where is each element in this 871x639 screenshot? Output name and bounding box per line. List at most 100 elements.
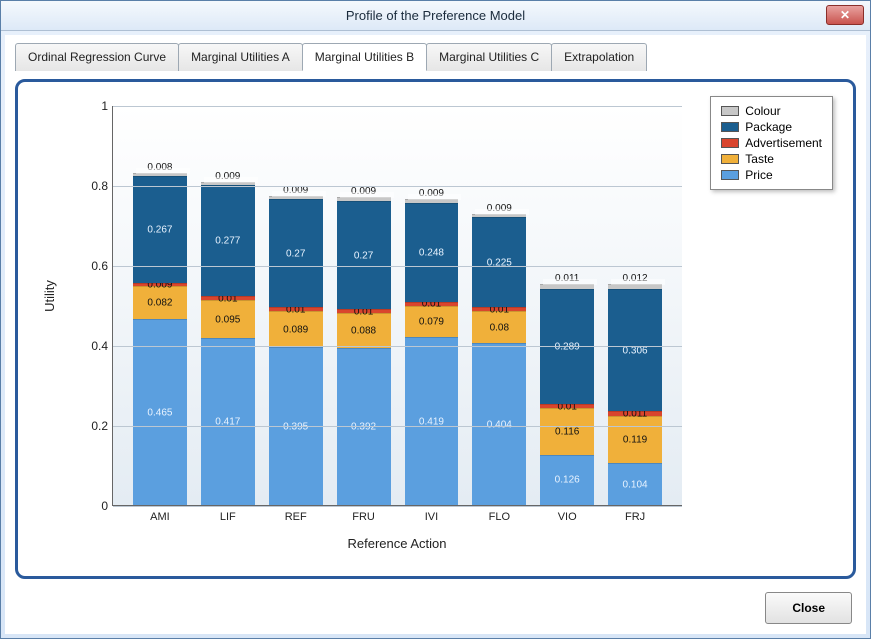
- legend-item: Advertisement: [721, 135, 822, 151]
- segment-value-label: 0.248: [419, 247, 444, 258]
- bar: 0.4170.0950.010.2770.009LIF: [201, 182, 255, 505]
- segment-value-label: 0.089: [283, 324, 308, 335]
- x-tick-label: REF: [285, 511, 307, 523]
- segment-value-label: 0.126: [555, 475, 580, 486]
- tab-extrapolation[interactable]: Extrapolation: [551, 43, 647, 71]
- bar-segment-advertisement: 0.01: [337, 309, 391, 313]
- segment-value-label: 0.404: [487, 419, 512, 430]
- bar-segment-package: 0.225: [472, 217, 526, 307]
- bar-segment-colour: 0.009: [337, 197, 391, 201]
- grid-line: [113, 106, 682, 107]
- bar-segment-advertisement: 0.01: [472, 307, 526, 311]
- x-tick-label: FRU: [352, 511, 375, 523]
- y-tick-label: 0.8: [78, 179, 108, 193]
- bar: 0.4190.0790.010.2480.009IVI: [405, 199, 459, 505]
- x-tick-label: FLO: [489, 511, 510, 523]
- y-tick-label: 0.6: [78, 259, 108, 273]
- bar-segment-taste: 0.088: [337, 313, 391, 348]
- bar-segment-price: 0.404: [472, 343, 526, 505]
- tab-ordinal-regression-curve[interactable]: Ordinal Regression Curve: [15, 43, 179, 71]
- x-tick-label: AMI: [150, 511, 170, 523]
- close-button[interactable]: Close: [765, 592, 852, 624]
- bar-segment-package: 0.248: [405, 203, 459, 302]
- bar-3d-top: [204, 177, 258, 183]
- bars-container: 0.4650.0820.0090.2670.008AMI0.4170.0950.…: [113, 106, 682, 505]
- bar-segment-taste: 0.089: [269, 311, 323, 347]
- bar-segment-colour: 0.011: [540, 284, 594, 288]
- tab-marginal-utilities-a[interactable]: Marginal Utilities A: [178, 43, 303, 71]
- legend-swatch-icon: [721, 106, 739, 116]
- bar-3d-top: [408, 194, 462, 200]
- y-tick-label: 1: [78, 99, 108, 113]
- bar-segment-advertisement: 0.01: [405, 302, 459, 306]
- plot-area: 0.4650.0820.0090.2670.008AMI0.4170.0950.…: [112, 106, 682, 506]
- bar-segment-taste: 0.08: [472, 311, 526, 343]
- bar: 0.3950.0890.010.270.009REF: [269, 196, 323, 505]
- legend-label: Colour: [745, 103, 780, 119]
- x-axis-label: Reference Action: [112, 536, 682, 551]
- legend-item: Colour: [721, 103, 822, 119]
- window-title: Profile of the Preference Model: [346, 8, 525, 23]
- legend: ColourPackageAdvertisementTastePrice: [710, 96, 833, 190]
- legend-swatch-icon: [721, 122, 739, 132]
- bar-segment-colour: 0.008: [133, 173, 187, 176]
- bar-segment-price: 0.417: [201, 338, 255, 505]
- bar-segment-package: 0.27: [269, 199, 323, 307]
- grid-line: [113, 266, 682, 267]
- y-tick-label: 0.2: [78, 419, 108, 433]
- legend-label: Taste: [745, 151, 774, 167]
- bar: 0.4040.080.010.2250.009FLO: [472, 214, 526, 505]
- bar-segment-advertisement: 0.01: [269, 307, 323, 311]
- legend-swatch-icon: [721, 170, 739, 180]
- grid-line: [113, 506, 682, 507]
- bar-segment-taste: 0.082: [133, 286, 187, 319]
- segment-value-label: 0.08: [490, 322, 509, 333]
- legend-label: Advertisement: [745, 135, 822, 151]
- y-tick-label: 0.4: [78, 339, 108, 353]
- bar-segment-package: 0.27: [337, 201, 391, 309]
- bar-3d-top: [611, 279, 665, 285]
- bar-segment-price: 0.104: [608, 463, 662, 505]
- bar-segment-price: 0.126: [540, 455, 594, 505]
- grid-line: [113, 346, 682, 347]
- tab-marginal-utilities-c[interactable]: Marginal Utilities C: [426, 43, 552, 71]
- bar-segment-price: 0.419: [405, 337, 459, 505]
- bar: 0.1040.1190.0110.3060.012FRJ: [608, 284, 662, 505]
- bar-segment-taste: 0.116: [540, 408, 594, 454]
- bar-3d-top: [475, 209, 529, 215]
- bar-segment-taste: 0.079: [405, 306, 459, 338]
- bar: 0.1260.1160.010.2890.011VIO: [540, 284, 594, 505]
- bar-3d-top: [272, 191, 326, 197]
- segment-value-label: 0.082: [147, 298, 172, 309]
- segment-value-label: 0.079: [419, 317, 444, 328]
- segment-value-label: 0.119: [623, 435, 647, 446]
- close-icon: ✕: [840, 8, 850, 22]
- bar-segment-advertisement: 0.01: [201, 296, 255, 300]
- bar-segment-advertisement: 0.009: [133, 283, 187, 287]
- bar-segment-package: 0.306: [608, 289, 662, 411]
- bar-segment-taste: 0.095: [201, 300, 255, 338]
- bar-segment-colour: 0.009: [201, 182, 255, 186]
- grid-line: [113, 426, 682, 427]
- segment-value-label: 0.116: [555, 426, 579, 437]
- bar-segment-colour: 0.009: [472, 214, 526, 218]
- bar-segment-colour: 0.009: [405, 199, 459, 203]
- x-tick-label: IVI: [425, 511, 438, 523]
- content-area: Ordinal Regression CurveMarginal Utiliti…: [5, 35, 866, 634]
- y-axis-label: Utility: [42, 280, 57, 312]
- grid-line: [113, 186, 682, 187]
- tab-marginal-utilities-b[interactable]: Marginal Utilities B: [302, 43, 427, 71]
- x-tick-label: FRJ: [625, 511, 645, 523]
- footer: Close: [765, 592, 852, 624]
- bar-segment-package: 0.277: [201, 185, 255, 296]
- window: Profile of the Preference Model ✕ Ordina…: [0, 0, 871, 639]
- tab-bar: Ordinal Regression CurveMarginal Utiliti…: [15, 43, 856, 71]
- segment-value-label: 0.277: [215, 236, 240, 247]
- bar: 0.3920.0880.010.270.009FRU: [337, 197, 391, 505]
- bar-3d-top: [543, 279, 597, 285]
- x-tick-label: LIF: [220, 511, 236, 523]
- legend-label: Price: [745, 167, 772, 183]
- legend-item: Price: [721, 167, 822, 183]
- window-close-button[interactable]: ✕: [826, 5, 864, 25]
- chart-panel: ColourPackageAdvertisementTastePrice Uti…: [15, 79, 856, 579]
